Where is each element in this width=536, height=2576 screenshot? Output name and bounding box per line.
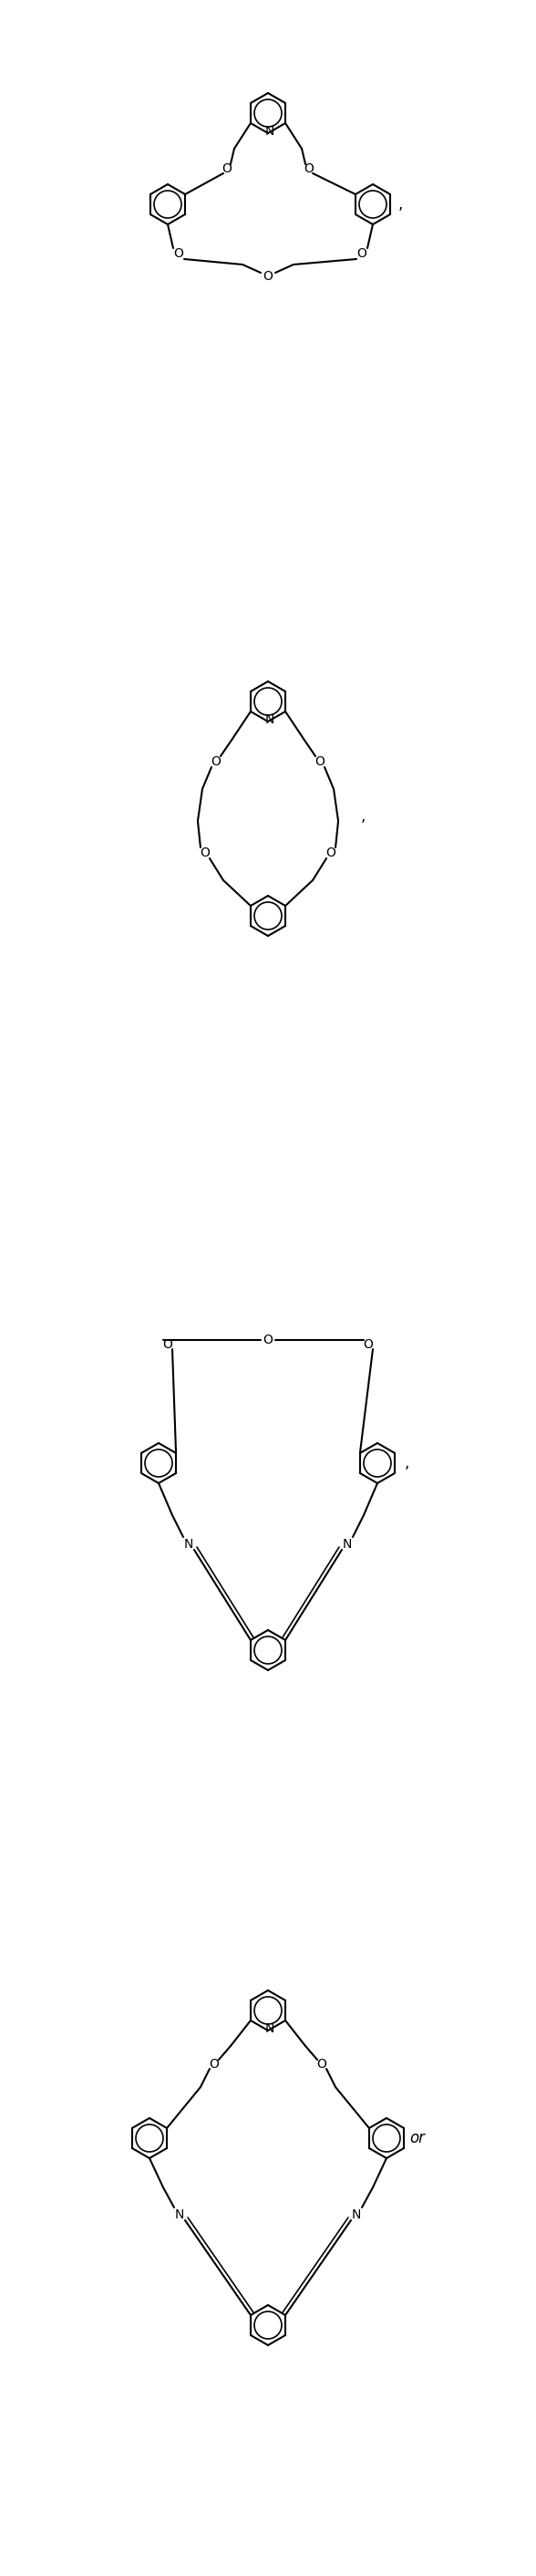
Text: O: O bbox=[363, 1337, 373, 1350]
Text: or: or bbox=[410, 2130, 425, 2146]
Text: O: O bbox=[263, 1334, 273, 1347]
Text: N: N bbox=[343, 1538, 352, 1551]
Text: O: O bbox=[326, 848, 336, 860]
Text: ,: , bbox=[398, 196, 403, 214]
Text: O: O bbox=[315, 755, 325, 768]
Text: O: O bbox=[200, 848, 210, 860]
Text: N: N bbox=[265, 2022, 274, 2035]
Text: O: O bbox=[263, 270, 273, 283]
Text: N: N bbox=[265, 714, 274, 726]
Text: ,: , bbox=[405, 1455, 410, 1471]
Text: N: N bbox=[265, 126, 274, 137]
Text: ,: , bbox=[361, 809, 366, 824]
Text: O: O bbox=[163, 1337, 173, 1350]
Text: O: O bbox=[211, 755, 221, 768]
Text: O: O bbox=[304, 162, 314, 175]
Text: N: N bbox=[184, 1538, 193, 1551]
Text: O: O bbox=[174, 247, 184, 260]
Text: O: O bbox=[222, 162, 232, 175]
Text: N: N bbox=[175, 2208, 184, 2221]
Text: O: O bbox=[209, 2058, 219, 2071]
Text: N: N bbox=[352, 2208, 361, 2221]
Text: O: O bbox=[317, 2058, 327, 2071]
Text: O: O bbox=[357, 247, 367, 260]
